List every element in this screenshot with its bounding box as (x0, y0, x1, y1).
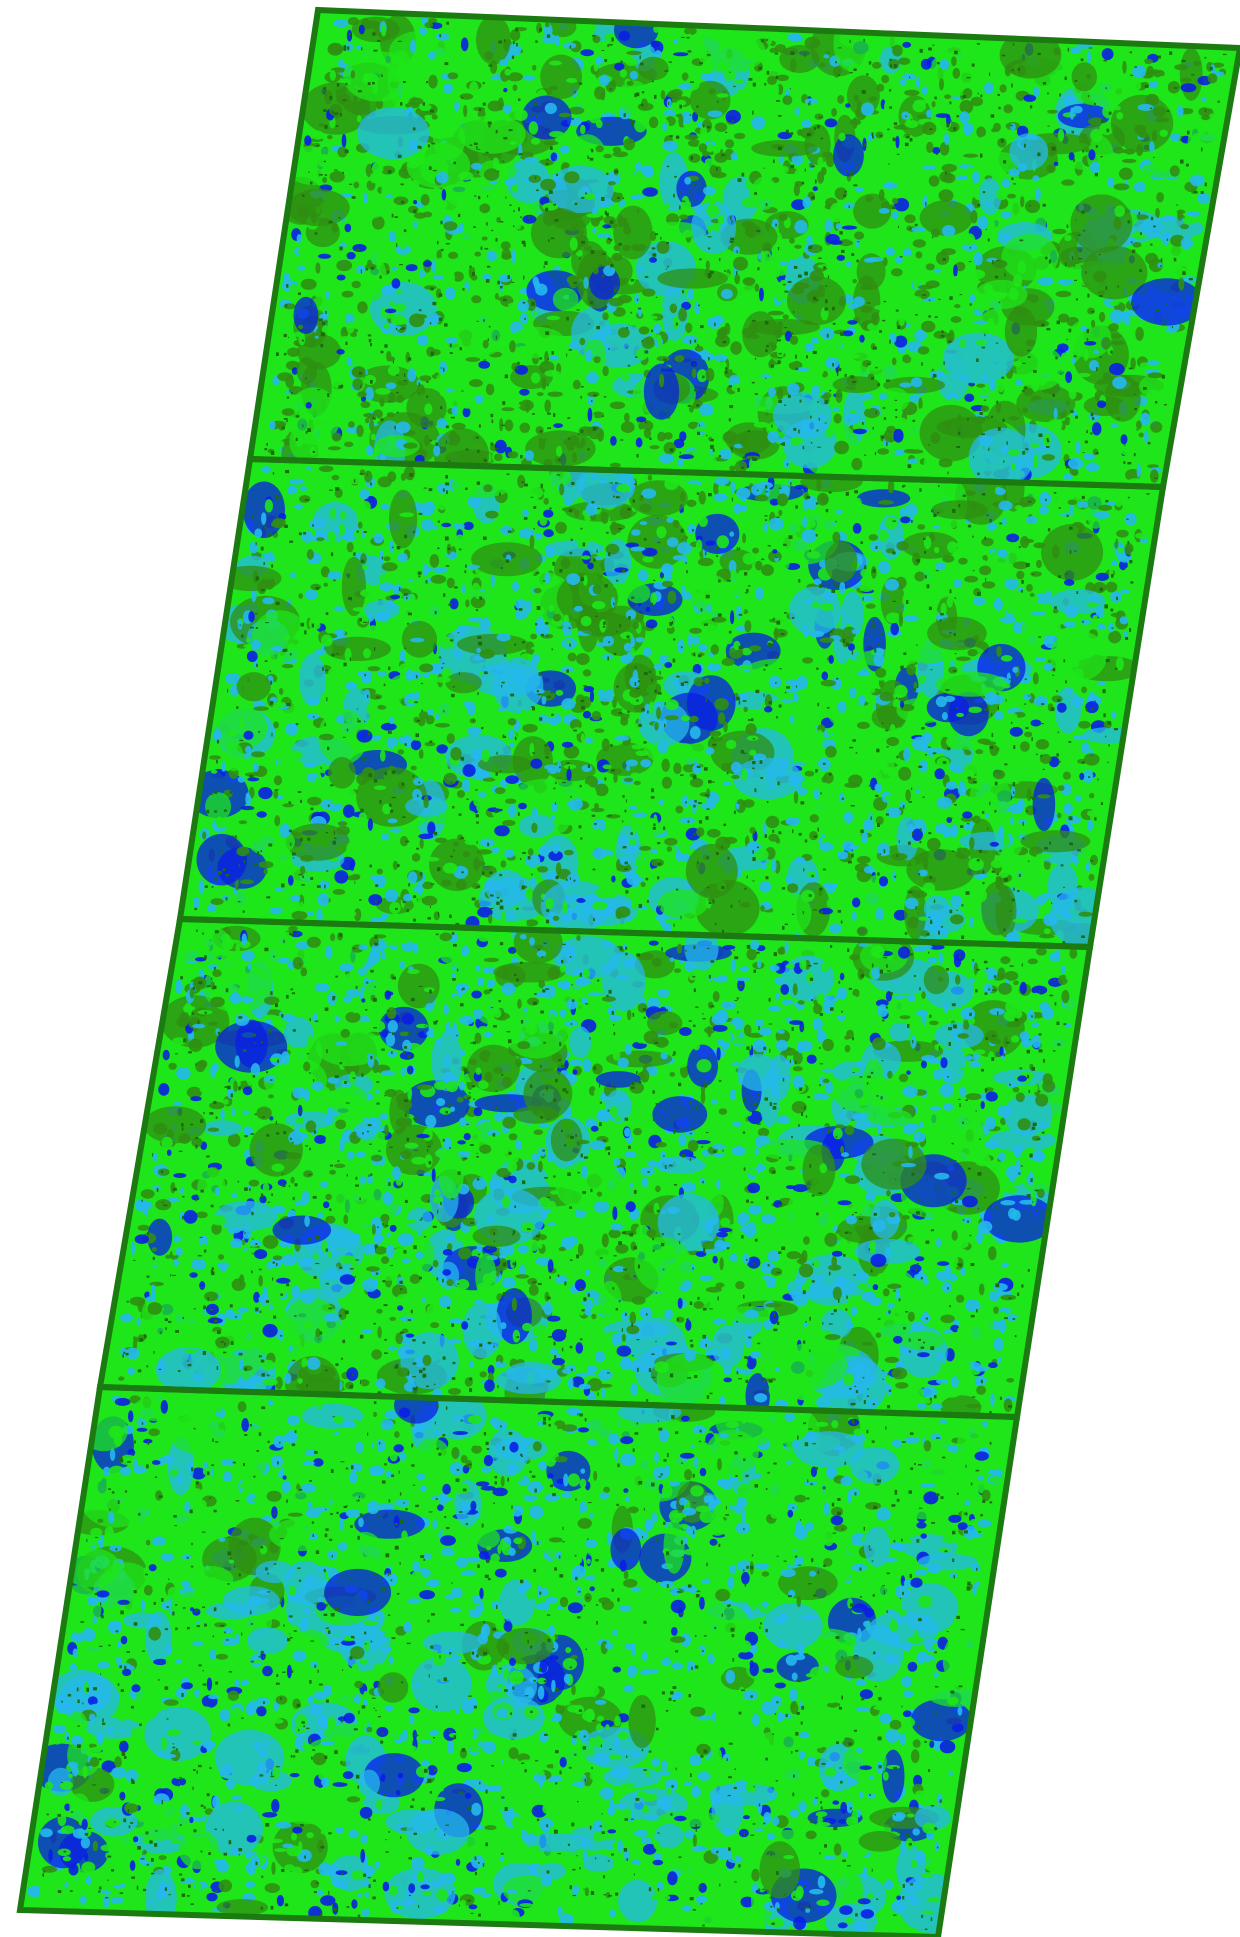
plot-3-texture (109, 920, 1082, 1417)
plot-4-texture (26, 1387, 1004, 1937)
plot-1-texture (256, 11, 1227, 487)
plot-4-boundary (16, 1383, 1021, 1937)
plot-2-texture (188, 459, 1155, 947)
